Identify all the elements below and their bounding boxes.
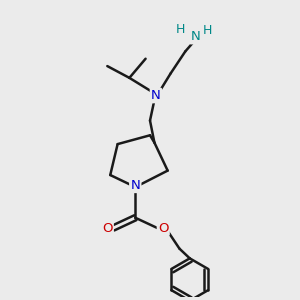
Text: H: H: [176, 23, 186, 36]
Text: O: O: [158, 221, 169, 235]
Text: N: N: [130, 179, 140, 192]
Text: H: H: [203, 24, 212, 37]
Text: N: N: [151, 89, 161, 102]
Text: O: O: [102, 221, 112, 235]
Text: N: N: [191, 30, 200, 43]
